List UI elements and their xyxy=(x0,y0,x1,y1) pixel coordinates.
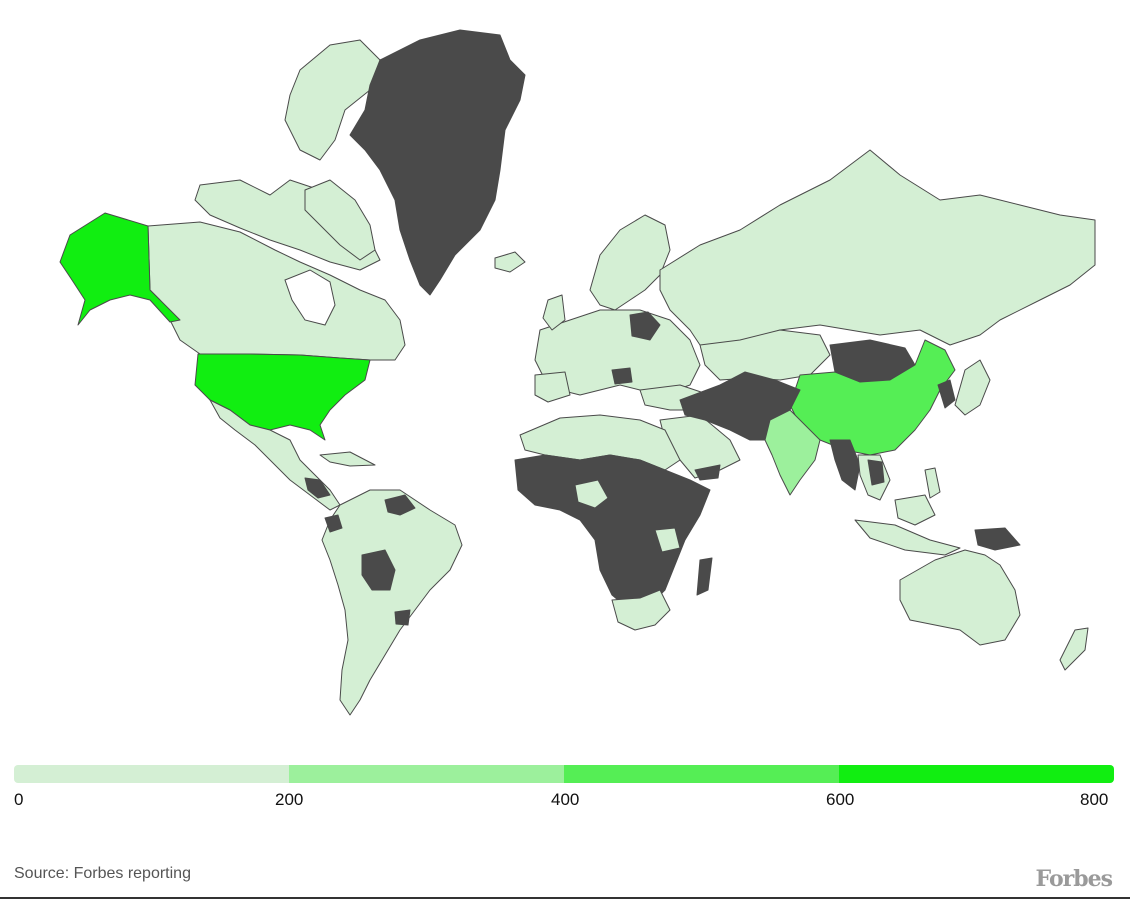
legend-bin-400-600 xyxy=(564,765,839,783)
region-india xyxy=(764,409,821,496)
region-iberia xyxy=(534,371,571,403)
region-laos-dark xyxy=(867,459,885,486)
region-japan xyxy=(954,359,991,416)
region-yemen-dark xyxy=(694,464,721,481)
region-venezuela xyxy=(384,494,416,516)
region-nigeria xyxy=(574,479,609,509)
legend-bin-0-200 xyxy=(14,765,289,783)
legend-bin-600-800 xyxy=(839,765,1114,783)
forbes-logo: Forbes xyxy=(1035,866,1113,892)
region-papua-dark xyxy=(974,527,1021,551)
region-madagascar xyxy=(696,557,713,596)
region-iceland xyxy=(494,251,526,273)
region-cuba xyxy=(319,451,376,467)
region-central-america-dark xyxy=(304,477,331,499)
bottom-rule xyxy=(0,897,1130,899)
region-kenya xyxy=(654,527,681,553)
region-new-zealand xyxy=(1059,627,1089,671)
region-hudson-bay xyxy=(284,269,336,326)
region-australia xyxy=(899,549,1021,646)
region-bolivia xyxy=(361,549,396,591)
legend-tick-labels: 0 200 400 600 800 xyxy=(14,790,1114,812)
region-baffin xyxy=(304,179,376,261)
region-africa-dark xyxy=(514,454,711,611)
region-philippines xyxy=(924,467,941,499)
region-borneo xyxy=(894,494,936,526)
legend-tick-400: 400 xyxy=(551,790,580,809)
region-belarus-dark xyxy=(629,311,661,341)
region-russia xyxy=(659,149,1096,346)
legend-tick-600: 600 xyxy=(826,790,855,809)
legend-tick-200: 200 xyxy=(275,790,304,809)
region-myanmar-dark xyxy=(829,439,861,491)
world-choropleth-map xyxy=(59,29,1096,716)
region-ellesmere xyxy=(284,39,381,161)
source-note: Source: Forbes reporting xyxy=(14,865,191,882)
region-south-america xyxy=(321,489,463,716)
region-south-africa xyxy=(611,589,671,631)
region-ecuador-dark xyxy=(324,514,343,533)
region-paraguay-dark xyxy=(394,609,411,626)
region-north-korea xyxy=(937,379,956,409)
legend-tick-800: 800 xyxy=(1080,790,1109,809)
legend-tick-0: 0 xyxy=(14,790,24,809)
region-united-states xyxy=(194,353,371,441)
legend-color-scale xyxy=(14,765,1114,783)
legend-bin-200-400 xyxy=(289,765,564,783)
region-balkans-dark xyxy=(611,367,633,385)
region-alaska xyxy=(59,212,181,326)
region-greenland xyxy=(349,29,526,296)
region-scandinavia xyxy=(589,214,671,311)
region-canada xyxy=(147,221,406,361)
region-uk xyxy=(542,294,566,331)
region-indonesia xyxy=(854,519,961,556)
